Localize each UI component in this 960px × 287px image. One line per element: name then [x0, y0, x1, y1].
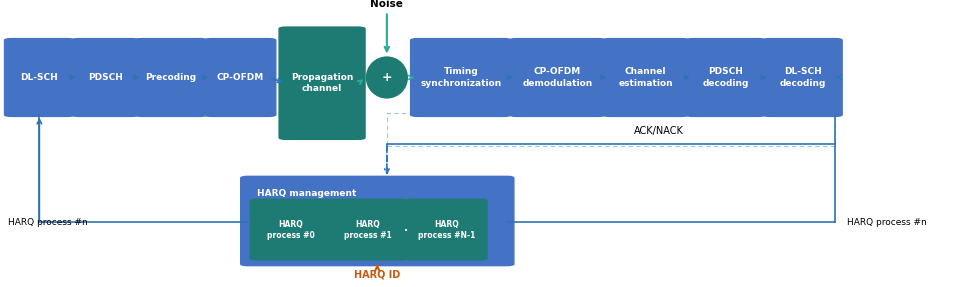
Text: Channel
estimation: Channel estimation	[618, 67, 673, 88]
Text: DL-SCH
decoding: DL-SCH decoding	[780, 67, 826, 88]
Text: CP-OFDM: CP-OFDM	[216, 73, 264, 82]
FancyBboxPatch shape	[685, 38, 766, 117]
Bar	[387, 113, 835, 146]
Text: PDSCH
decoding: PDSCH decoding	[703, 67, 749, 88]
Text: HARQ
process #0: HARQ process #0	[267, 220, 315, 240]
Text: +: +	[381, 71, 393, 84]
Text: HARQ
process #N-1: HARQ process #N-1	[418, 220, 475, 240]
FancyBboxPatch shape	[602, 38, 689, 117]
FancyBboxPatch shape	[250, 199, 332, 261]
FancyBboxPatch shape	[762, 38, 843, 117]
Ellipse shape	[366, 56, 408, 99]
Text: HARQ ID: HARQ ID	[354, 270, 400, 280]
Text: CP-OFDM
demodulation: CP-OFDM demodulation	[522, 67, 592, 88]
FancyBboxPatch shape	[405, 199, 488, 261]
Text: Timing
synchronization: Timing synchronization	[420, 67, 501, 88]
FancyBboxPatch shape	[204, 38, 276, 117]
Text: HARQ process #n: HARQ process #n	[847, 218, 926, 227]
Text: Propagation
channel: Propagation channel	[291, 73, 353, 93]
Text: PDSCH: PDSCH	[87, 73, 123, 82]
FancyBboxPatch shape	[410, 38, 512, 117]
Text: ACK/NACK: ACK/NACK	[635, 126, 684, 136]
FancyBboxPatch shape	[240, 176, 515, 266]
FancyBboxPatch shape	[134, 38, 207, 117]
FancyBboxPatch shape	[278, 26, 366, 140]
Text: Noise: Noise	[371, 0, 403, 9]
Text: HARQ process #n: HARQ process #n	[8, 218, 87, 227]
Text: DL-SCH: DL-SCH	[20, 73, 59, 82]
FancyBboxPatch shape	[4, 38, 75, 117]
FancyBboxPatch shape	[71, 38, 139, 117]
Text: HARQ
process #1: HARQ process #1	[344, 220, 392, 240]
FancyBboxPatch shape	[509, 38, 606, 117]
Text: HARQ management: HARQ management	[257, 189, 357, 198]
FancyBboxPatch shape	[326, 199, 409, 261]
Text: Precoding: Precoding	[145, 73, 197, 82]
